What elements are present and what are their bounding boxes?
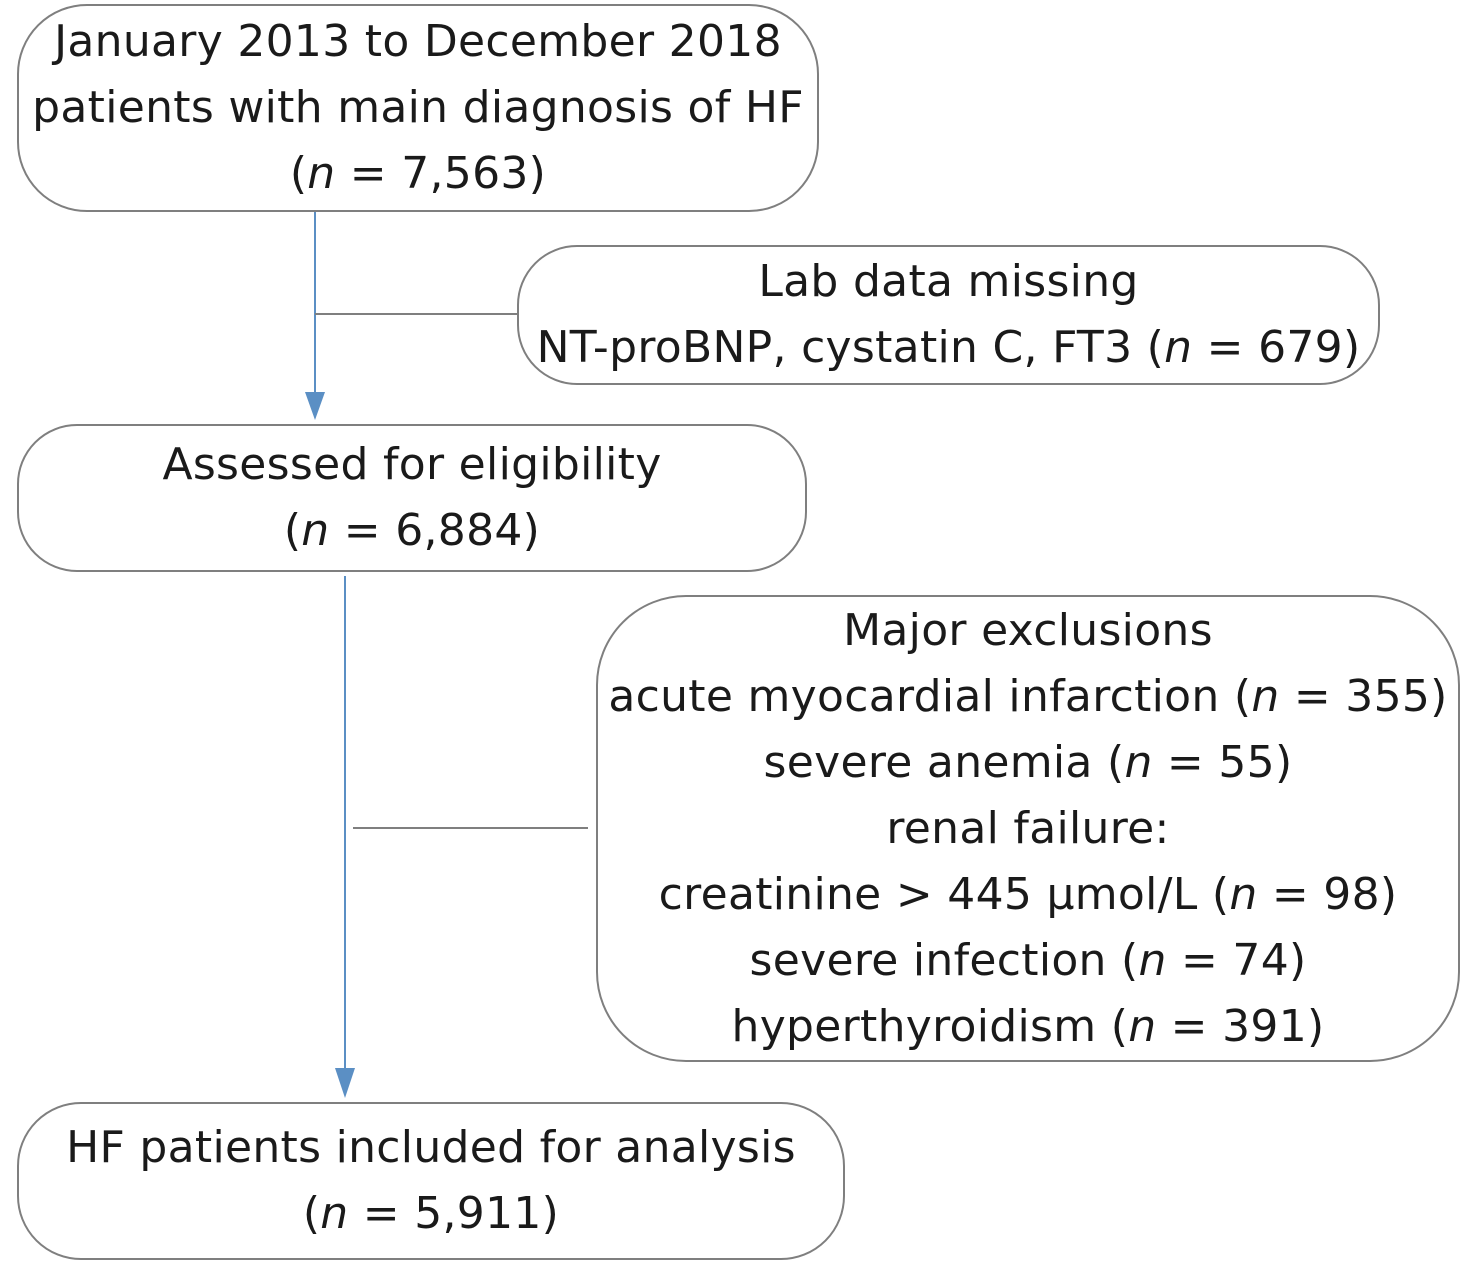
exclusion-item-hyperthyroidism: hyperthyroidism (n = 391) xyxy=(731,1000,1325,1052)
final-box: HF patients included for analysis (n = 5… xyxy=(17,1102,845,1260)
final-count: (n = 5,911) xyxy=(302,1188,560,1239)
start-box-count: (n = 7,563) xyxy=(289,148,547,199)
lab-missing-box: Lab data missing NT-proBNP, cystatin C, … xyxy=(517,245,1380,385)
exclusion-item-anemia: severe anemia (n = 55) xyxy=(763,736,1293,788)
exclusion-item-creatinine: creatinine > 445 µmol/L (n = 98) xyxy=(658,868,1398,920)
final-title: HF patients included for analysis xyxy=(66,1122,796,1173)
exclusion-item-renal-label: renal failure: xyxy=(886,802,1170,854)
exclusion-item-infection: severe infection (n = 74) xyxy=(749,934,1307,986)
eligibility-count: (n = 6,884) xyxy=(283,505,541,556)
eligibility-box: Assessed for eligibility (n = 6,884) xyxy=(17,424,807,572)
exclusion-item-ami: acute myocardial infarction (n = 355) xyxy=(608,670,1448,722)
start-box-line-1: January 2013 to December 2018 xyxy=(54,16,782,67)
arrowhead-to-final xyxy=(335,1068,355,1098)
lab-missing-title: Lab data missing xyxy=(758,256,1139,307)
start-box-line-2: patients with main diagnosis of HF xyxy=(32,82,804,133)
start-box: January 2013 to December 2018 patients w… xyxy=(17,4,819,212)
exclusions-box: Major exclusions acute myocardial infarc… xyxy=(596,595,1460,1062)
arrowhead-to-eligibility xyxy=(305,392,325,420)
exclusions-title: Major exclusions xyxy=(843,604,1213,656)
lab-missing-detail: NT-proBNP, cystatin C, FT3 (n = 679) xyxy=(536,322,1361,373)
eligibility-title: Assessed for eligibility xyxy=(162,439,662,490)
